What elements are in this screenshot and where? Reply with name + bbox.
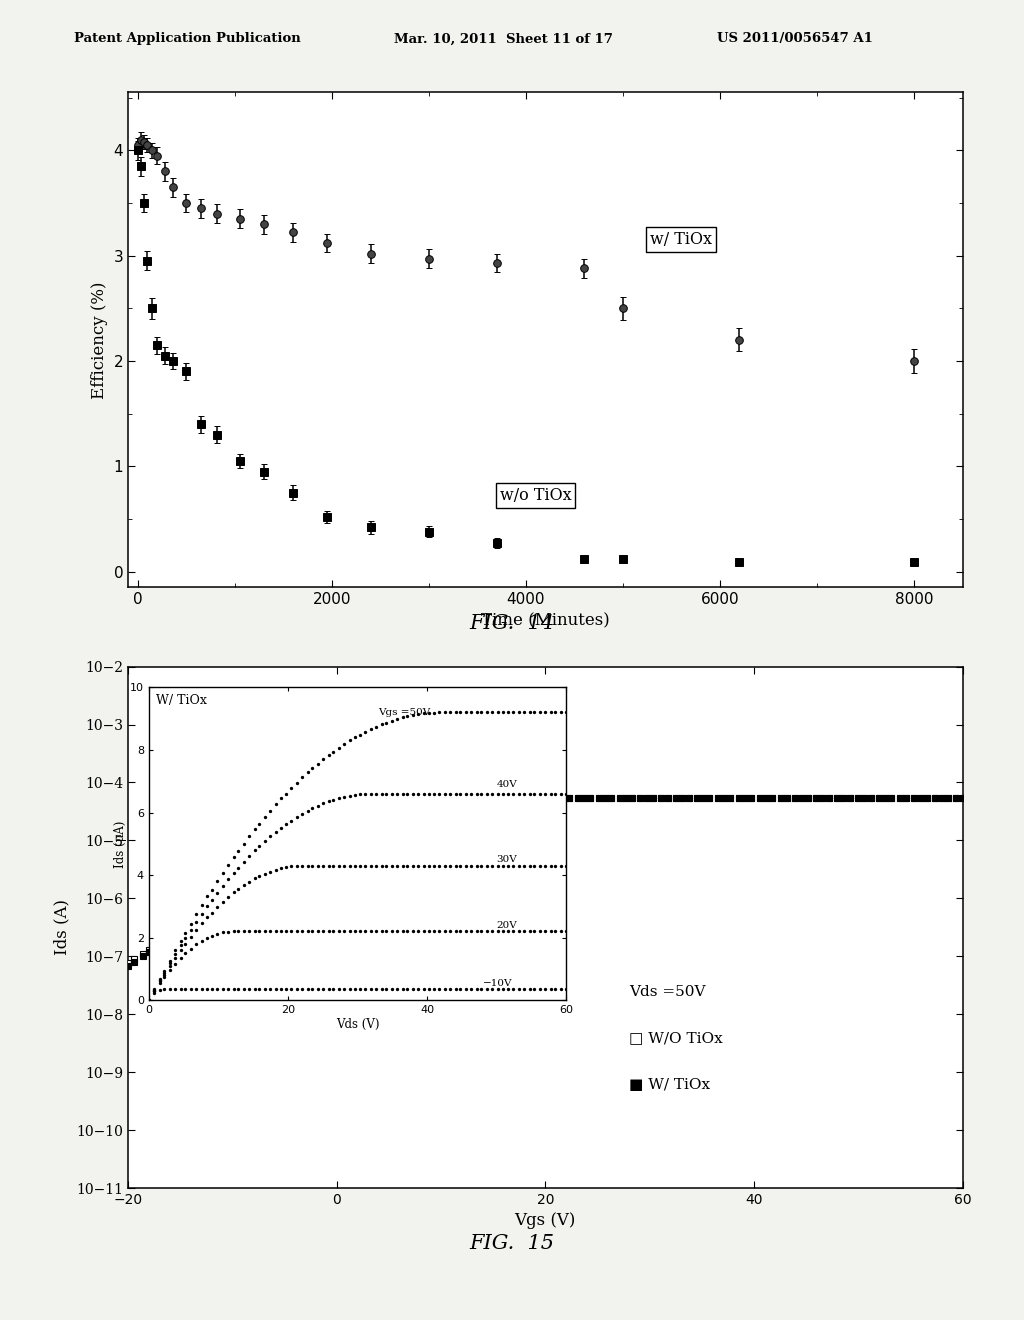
Text: FIG.  15: FIG. 15: [469, 1234, 555, 1253]
Text: US 2011/0056547 A1: US 2011/0056547 A1: [717, 32, 872, 45]
Text: Mar. 10, 2011  Sheet 11 of 17: Mar. 10, 2011 Sheet 11 of 17: [394, 32, 613, 45]
X-axis label: Vgs (V): Vgs (V): [515, 1212, 575, 1229]
Text: w/o TiOx: w/o TiOx: [500, 487, 571, 504]
Text: w/ TiOx: w/ TiOx: [650, 231, 712, 248]
Text: Vds =50V: Vds =50V: [629, 985, 706, 999]
Y-axis label: Ids (A): Ids (A): [53, 899, 71, 956]
X-axis label: Time (Minutes): Time (Minutes): [481, 612, 609, 630]
Text: ■ W/ TiOx: ■ W/ TiOx: [629, 1078, 710, 1092]
Text: □ W/O TiOx: □ W/O TiOx: [629, 1032, 723, 1045]
Text: Patent Application Publication: Patent Application Publication: [74, 32, 300, 45]
Y-axis label: Efficiency (%): Efficiency (%): [91, 281, 108, 399]
Text: FIG.  14: FIG. 14: [469, 614, 555, 632]
